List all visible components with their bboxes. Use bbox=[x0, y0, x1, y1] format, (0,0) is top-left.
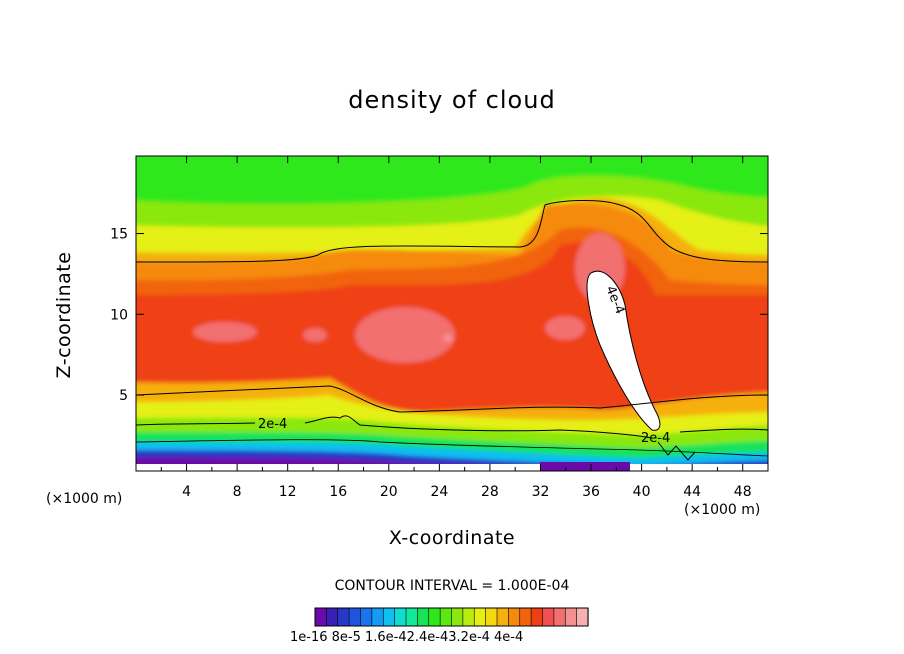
contour-label: 2e-4 bbox=[641, 431, 670, 446]
x-tick-label: 12 bbox=[279, 484, 297, 500]
colorbar-labels: 1e-16 8e-5 1.6e-42.4e-43.2e-4 4e-4 bbox=[290, 630, 524, 645]
field-core-white bbox=[586, 270, 661, 431]
colorbar-swatch bbox=[462, 607, 475, 627]
colorbar-swatch bbox=[382, 607, 396, 627]
field-pink-blob-small bbox=[303, 328, 327, 342]
density-field bbox=[136, 156, 768, 471]
contour-squiggle bbox=[657, 441, 696, 461]
x-tick-label: 24 bbox=[430, 484, 448, 500]
contour-lower-2 bbox=[136, 415, 768, 439]
x-axis: 4 8 12 16 20 24 28 32 36 40 44 48 bbox=[160, 156, 752, 500]
colorbar-swatch bbox=[337, 607, 350, 627]
colorbar-swatch bbox=[439, 607, 453, 627]
contour-lines: 2e-44e-42e-4 bbox=[136, 199, 768, 461]
x-tick-label: 8 bbox=[233, 484, 242, 500]
colorbar-swatch bbox=[553, 607, 566, 627]
contour-label: 2e-4 bbox=[258, 417, 287, 432]
contour-upper bbox=[136, 199, 768, 263]
x-tick-label: 20 bbox=[380, 484, 398, 500]
field-layers bbox=[136, 156, 768, 471]
x-tick-label: 4 bbox=[182, 484, 191, 500]
field-pink-blob-left bbox=[193, 322, 257, 342]
field-pink-blob-center bbox=[355, 307, 455, 363]
x-axis-label: X-coordinate bbox=[388, 527, 516, 549]
y-axis: 5 10 15 bbox=[110, 227, 768, 404]
colorbar-swatch bbox=[348, 607, 362, 627]
field-pink-dot bbox=[443, 334, 453, 342]
contour-interval-text: CONTOUR INTERVAL = 1.000E-04 bbox=[334, 578, 570, 594]
x-tick-label: 16 bbox=[329, 484, 347, 500]
x-tick-label: 40 bbox=[633, 484, 651, 500]
colorbar-swatch bbox=[314, 607, 327, 627]
colorbar-swatch bbox=[360, 607, 373, 627]
x-tick-label: 36 bbox=[582, 484, 600, 500]
y-tick-label: 10 bbox=[110, 307, 128, 323]
colorbar-swatch bbox=[508, 607, 521, 627]
colorbar-swatch bbox=[496, 607, 509, 627]
colorbar-swatch bbox=[519, 607, 532, 627]
field-pink-blob-right bbox=[545, 316, 585, 340]
colorbar-swatch bbox=[473, 607, 487, 627]
x-unit-right: (×1000 m) bbox=[684, 502, 761, 518]
chart-title: density of cloud bbox=[348, 86, 556, 114]
colorbar-swatch bbox=[542, 607, 555, 627]
x-tick-label: 48 bbox=[734, 484, 752, 500]
colorbar bbox=[314, 607, 589, 627]
field-ground-white bbox=[136, 464, 768, 471]
y-tick-label: 5 bbox=[119, 388, 128, 404]
colorbar-frame bbox=[314, 607, 589, 627]
y-axis-label: Z-coordinate bbox=[53, 251, 75, 379]
colorbar-swatch bbox=[405, 607, 418, 627]
colorbar-swatch bbox=[428, 607, 441, 627]
contour-lower-1 bbox=[136, 385, 768, 413]
y-tick-label: 15 bbox=[110, 227, 128, 243]
colorbar-swatch bbox=[530, 607, 544, 627]
colorbar-swatch bbox=[451, 607, 464, 627]
x-tick-label: 32 bbox=[532, 484, 550, 500]
colorbar-swatch bbox=[371, 607, 384, 627]
colorbar-swatch bbox=[485, 607, 498, 627]
x-tick-label: 28 bbox=[481, 484, 499, 500]
contour-lower-3 bbox=[136, 439, 768, 457]
plot-frame bbox=[135, 155, 769, 472]
colorbar-swatch bbox=[326, 607, 339, 627]
colorbar-swatch bbox=[564, 607, 578, 627]
colorbar-swatch bbox=[394, 607, 407, 627]
x-tick-label: 44 bbox=[683, 484, 701, 500]
x-unit-left: (×1000 m) bbox=[46, 491, 123, 507]
colorbar-swatch bbox=[576, 607, 589, 627]
field-ground-purple-strip bbox=[540, 462, 630, 471]
colorbar-swatch bbox=[417, 607, 430, 627]
